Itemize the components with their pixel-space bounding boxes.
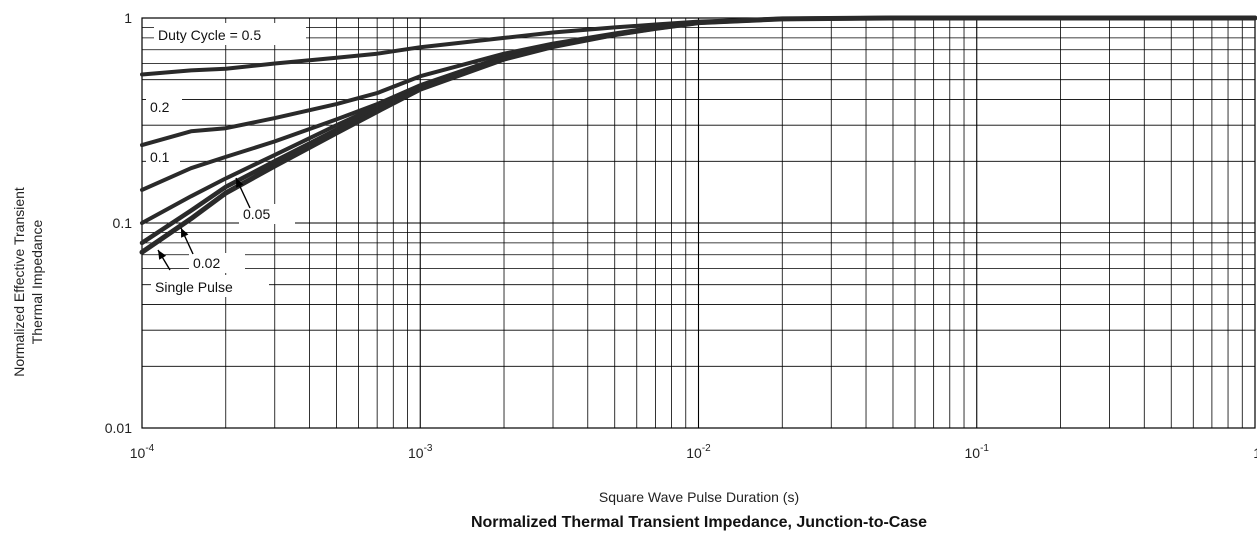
- annotation-backdrop: [239, 204, 295, 224]
- x-tick-label: 10-4: [130, 443, 155, 461]
- chart-title: Normalized Thermal Transient Impedance, …: [471, 514, 927, 531]
- annotation-backdrop: [146, 147, 180, 167]
- y-axis-label-line-2: Thermal Impedance: [29, 220, 45, 345]
- annotation-label: 0.1: [150, 149, 170, 165]
- x-tick-label: 10-1: [965, 443, 990, 461]
- annotation-arrow-head: [158, 250, 167, 260]
- annotation-backdrop: [189, 253, 245, 273]
- x-tick-label: 10-3: [408, 443, 433, 461]
- annotation-backdrop: [154, 23, 306, 45]
- y-axis-label: Normalized Effective Transient Thermal I…: [11, 187, 45, 377]
- x-tick-labels: 10-4 10-3 10-2 10-1 1: [130, 443, 1257, 461]
- annotation-backdrop: [146, 97, 182, 117]
- annotation-label: Single Pulse: [155, 279, 233, 295]
- x-tick-exponent: -1: [980, 443, 989, 454]
- y-tick-label: 0.01: [105, 420, 132, 436]
- curves: [139, 15, 1257, 255]
- x-tick-label: 1: [1253, 445, 1257, 461]
- annotation-label: Duty Cycle = 0.5: [158, 27, 261, 43]
- annotation-arrow-head: [236, 178, 244, 188]
- x-tick-exponent: -2: [702, 443, 711, 454]
- y-axis-label-line-1: Normalized Effective Transient: [11, 187, 27, 377]
- annotation-backdrop: [151, 275, 269, 297]
- x-tick-exponent: -3: [424, 443, 433, 454]
- x-tick-exponent: -4: [145, 443, 154, 454]
- x-axis-label: Square Wave Pulse Duration (s): [599, 489, 799, 505]
- annotation-label: 0.02: [193, 255, 220, 271]
- y-tick-labels: 0.01 0.1 1: [105, 10, 132, 436]
- grid: [142, 18, 1255, 428]
- y-tick-label: 1: [124, 10, 132, 26]
- x-tick-label: 10-2: [686, 443, 711, 461]
- y-tick-label: 0.1: [113, 215, 133, 231]
- annotation-arrow-head: [181, 228, 189, 238]
- annotation-label: 0.05: [243, 206, 270, 222]
- series-line: [139, 15, 1257, 255]
- annotation-label: 0.2: [150, 99, 170, 115]
- annotations: Duty Cycle = 0.5 0.2 0.1 0.05 0.02 Single Pul…: [146, 23, 306, 297]
